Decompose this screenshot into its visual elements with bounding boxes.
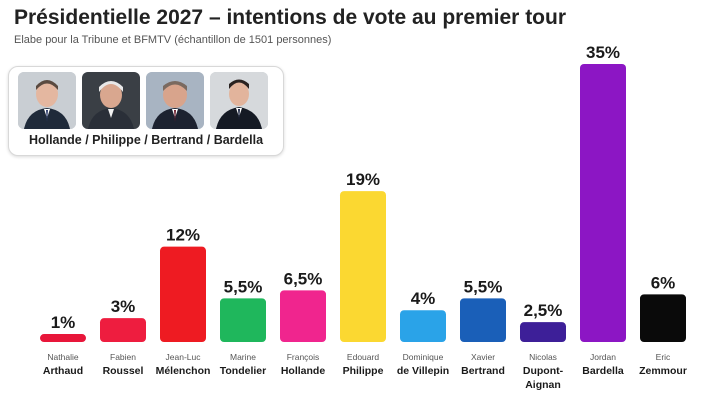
value-label-bardella: 35% (586, 43, 620, 62)
featured-candidates-caption: Hollande / Philippe / Bertrand / Bardell… (28, 133, 264, 147)
category-last-name-bertrand: Bertrand (461, 365, 505, 377)
chart-title: Présidentielle 2027 – intentions de vote… (14, 6, 567, 29)
portrait-bardella (210, 72, 268, 129)
featured-candidates-box: Hollande / Philippe / Bertrand / Bardell… (8, 66, 284, 156)
category-last-name-m-lenchon: Mélenchon (156, 365, 211, 377)
value-label-philippe: 19% (346, 170, 380, 189)
value-label-dupont-aignan: 2,5% (524, 301, 563, 320)
category-first-name-dupont-aignan: Nicolas (529, 352, 557, 362)
value-label-roussel: 3% (111, 297, 136, 316)
bar-bardella (580, 64, 626, 342)
category-first-name-tondelier: Marine (230, 352, 256, 362)
category-last-name-arthaud: Arthaud (43, 365, 83, 377)
category-first-name-philippe: Edouard (347, 352, 379, 362)
value-label-bertrand: 5,5% (464, 277, 503, 296)
bar-de-villepin (400, 310, 446, 342)
bar-dupont-aignan (520, 322, 566, 342)
portrait-bertrand (146, 72, 204, 129)
bar-philippe (340, 191, 386, 342)
value-label-hollande: 6,5% (284, 269, 323, 288)
category-last-name-roussel: Roussel (103, 365, 144, 377)
category-first-name-zemmour: Eric (656, 352, 671, 362)
chart-subtitle: Elabe pour la Tribune et BFMTV (échantil… (14, 34, 332, 46)
portrait-philippe (82, 72, 140, 129)
value-label-m-lenchon: 12% (166, 226, 200, 245)
bar-m-lenchon (160, 246, 206, 342)
value-label-de-villepin: 4% (411, 289, 436, 308)
category-last-name-bardella: Bardella (582, 365, 624, 377)
category-first-name-m-lenchon: Jean-Luc (166, 352, 202, 362)
category-last-name-de-villepin: de Villepin (397, 365, 449, 377)
bar-arthaud (40, 334, 86, 342)
category-first-name-bertrand: Xavier (471, 352, 495, 362)
category-first-name-hollande: François (287, 352, 320, 362)
category-first-name-roussel: Fabien (110, 352, 136, 362)
category-last-name-zemmour: Zemmour (639, 365, 687, 377)
bar-zemmour (640, 294, 686, 342)
value-label-zemmour: 6% (651, 273, 676, 292)
category-last-name-hollande: Hollande (281, 365, 325, 377)
category-last-name-philippe: Philippe (343, 365, 384, 377)
value-label-arthaud: 1% (51, 313, 76, 332)
category-first-name-arthaud: Nathalie (47, 352, 78, 362)
value-label-tondelier: 5,5% (224, 277, 263, 296)
bar-hollande (280, 290, 326, 342)
category-last-name-tondelier: Tondelier (220, 365, 266, 377)
category-last-name-dupont-aignan: Dupont-Aignan (523, 365, 564, 391)
category-first-name-de-villepin: Dominique (403, 352, 444, 362)
bar-tondelier (220, 298, 266, 342)
portrait-hollande (18, 72, 76, 129)
bar-bertrand (460, 298, 506, 342)
bar-roussel (100, 318, 146, 342)
category-first-name-bardella: Jordan (590, 352, 616, 362)
